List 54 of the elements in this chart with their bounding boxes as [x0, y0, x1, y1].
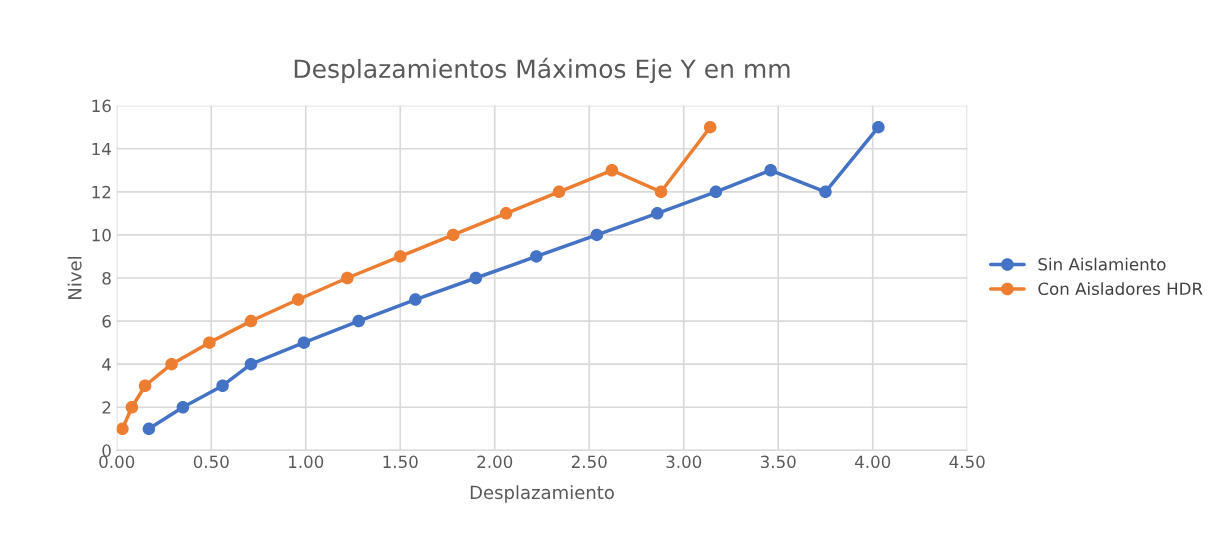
- point: [352, 314, 365, 328]
- y-tick-label: 2: [102, 401, 111, 414]
- point: [590, 228, 604, 242]
- point: [291, 293, 305, 306]
- y-tick-label: 0: [102, 444, 111, 457]
- point: [446, 228, 460, 242]
- point: [764, 164, 777, 177]
- point: [709, 185, 723, 199]
- y-tick-label: 16: [92, 99, 111, 113]
- y-tick-label: 10: [92, 228, 111, 242]
- point: [530, 250, 543, 263]
- x-tick-label: 4.00: [854, 455, 891, 469]
- y-tick-label: 4: [102, 358, 111, 371]
- x-tick-label: 2.00: [477, 455, 513, 469]
- legend-label: Con Aisladores HDR: [1038, 282, 1203, 296]
- x-tick-label: 1.50: [383, 455, 418, 469]
- point: [142, 422, 156, 436]
- y-tick-label: 8: [102, 271, 111, 285]
- point: [165, 357, 178, 371]
- point: [499, 207, 513, 220]
- point: [651, 207, 664, 220]
- point: [703, 120, 717, 134]
- point: [819, 185, 832, 199]
- x-tick-label: 2.50: [571, 455, 607, 469]
- x-tick-label: 1.00: [289, 455, 324, 469]
- y-axis-title: Nivel: [67, 257, 82, 299]
- point: [297, 336, 311, 349]
- point: [138, 379, 152, 392]
- point: [176, 401, 190, 414]
- point: [872, 120, 885, 134]
- legend-label: Sin Aislamiento: [1038, 257, 1166, 271]
- x-tick-label: 0.00: [99, 455, 135, 469]
- x-tick-label: 3.00: [666, 455, 702, 469]
- point: [605, 164, 619, 177]
- chart-title: Desplazamientos Máximos Eje Y en mm: [294, 57, 790, 84]
- point: [216, 379, 229, 392]
- point: [125, 401, 139, 414]
- x-tick-label: 0.50: [193, 455, 229, 469]
- point: [244, 357, 258, 371]
- x-axis-title: Desplazamiento: [470, 485, 614, 503]
- x-tick-label: 3.50: [760, 455, 796, 469]
- y-tick-label: 6: [102, 315, 111, 328]
- point: [116, 422, 129, 436]
- point: [409, 293, 422, 306]
- point: [341, 271, 354, 285]
- point: [203, 336, 216, 349]
- y-tick-label: 12: [92, 185, 111, 199]
- x-tick-label: 4.50: [949, 455, 985, 469]
- point: [244, 314, 258, 328]
- point: [552, 185, 566, 199]
- point: [393, 250, 407, 263]
- point: [469, 271, 483, 285]
- y-tick-label: 14: [92, 142, 111, 156]
- point: [654, 185, 668, 199]
